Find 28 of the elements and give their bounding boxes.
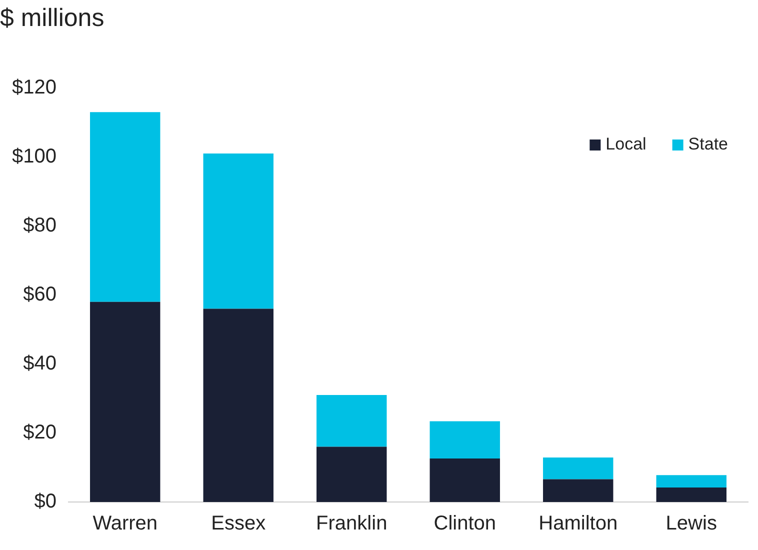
bar	[543, 479, 614, 502]
x-tick-label: Hamilton	[538, 512, 618, 535]
bar	[656, 475, 726, 488]
y-tick-label: $20	[23, 422, 56, 444]
y-tick-label: $60	[23, 284, 56, 306]
bar	[430, 458, 500, 502]
x-tick-label: Essex	[211, 512, 266, 535]
bar	[90, 302, 160, 502]
legend-label: Local	[606, 134, 646, 154]
bar	[656, 488, 726, 502]
legend-label: State	[688, 134, 728, 154]
y-tick-label: $0	[34, 490, 56, 513]
bar	[203, 308, 274, 502]
y-tick-label: $100	[12, 146, 56, 168]
x-tick-label: Franklin	[316, 512, 388, 535]
bar	[543, 457, 614, 480]
bar	[203, 154, 274, 309]
y-tick-label: $40	[23, 352, 56, 375]
y-tick-label: $80	[23, 214, 56, 237]
x-tick-label: Clinton	[434, 512, 496, 535]
chart-title: $ millions	[0, 4, 104, 32]
bar	[430, 421, 500, 459]
bar	[316, 446, 387, 502]
x-tick-label: Lewis	[666, 512, 717, 535]
y-tick-label: $120	[12, 76, 56, 99]
x-tick-label: Warren	[92, 512, 158, 535]
bar	[90, 112, 160, 302]
bar	[316, 395, 387, 447]
